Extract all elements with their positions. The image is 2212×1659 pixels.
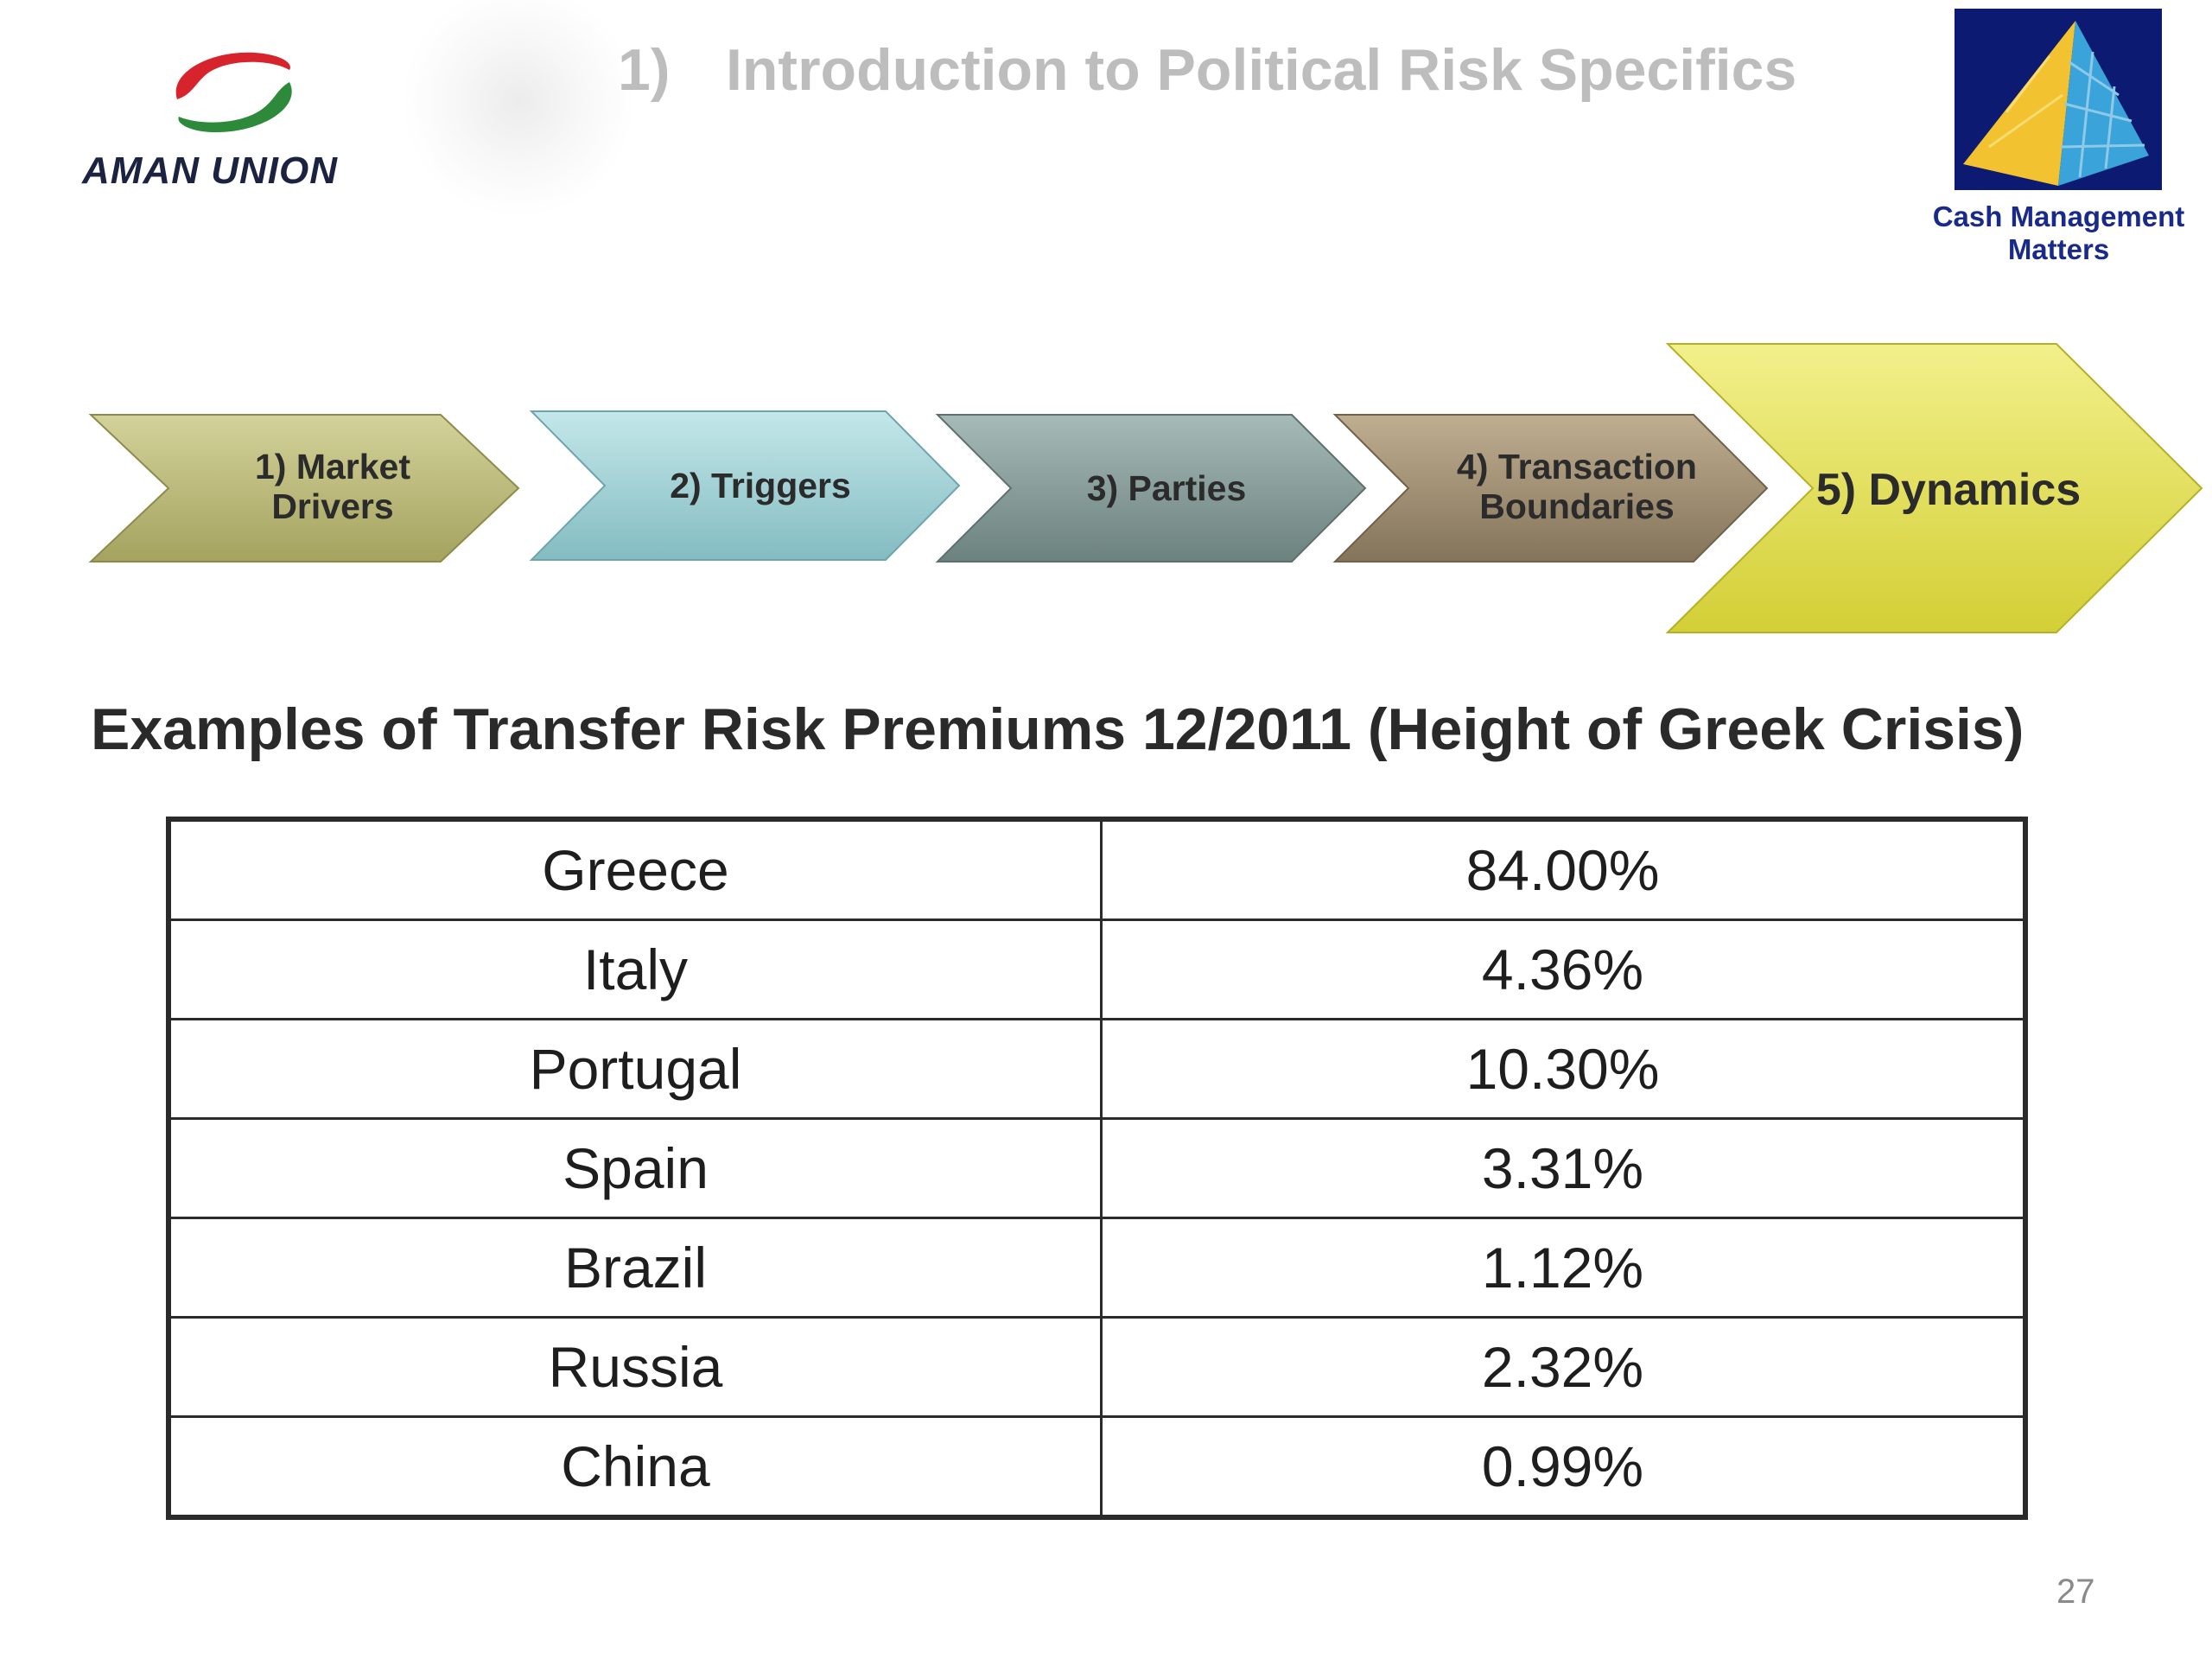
cash-management-pyramid-icon bbox=[1955, 9, 2162, 190]
slide-title-text: Introduction to Political Risk Specifics bbox=[726, 37, 1797, 103]
slide-title-number: 1) bbox=[618, 37, 671, 103]
page-number: 27 bbox=[2056, 1573, 2095, 1611]
premium-cell: 84.00% bbox=[1100, 817, 2027, 921]
table-row: Portugal 10.30% bbox=[167, 1018, 2027, 1120]
country-cell: Russia bbox=[167, 1316, 1103, 1418]
title-watermark bbox=[406, 0, 631, 225]
step-label-market-drivers: 1) Market Drivers bbox=[254, 447, 410, 526]
table-row: Italy 4.36% bbox=[167, 918, 2027, 1020]
logo-swoosh-icon bbox=[175, 52, 292, 133]
aman-union-logo: AMAN UNION bbox=[82, 39, 410, 212]
table-row: Greece 84.00% bbox=[167, 817, 2027, 921]
logo-company-name: AMAN UNION bbox=[82, 149, 338, 192]
country-cell: China bbox=[167, 1415, 1103, 1519]
slide-title: 1) Introduction to Political Risk Specifi… bbox=[618, 31, 1796, 109]
country-cell: Spain bbox=[167, 1117, 1103, 1219]
step-label-transaction-boundaries: 4) Transaction Boundaries bbox=[1457, 447, 1697, 526]
table-row: Spain 3.31% bbox=[167, 1117, 2027, 1219]
process-flow: 1) Market Drivers 2) Triggers 3) Parties… bbox=[0, 328, 2212, 648]
premium-cell: 1.12% bbox=[1100, 1217, 2027, 1319]
premium-cell: 4.36% bbox=[1100, 918, 2027, 1020]
step-chevron-transaction-boundaries bbox=[1332, 414, 1769, 563]
step-label-parties: 3) Parties bbox=[1086, 468, 1247, 508]
premium-cell: 0.99% bbox=[1100, 1415, 2027, 1519]
country-cell: Brazil bbox=[167, 1217, 1103, 1319]
table-row: Brazil 1.12% bbox=[167, 1217, 2027, 1319]
country-cell: Italy bbox=[167, 918, 1103, 1020]
table-row: Russia 2.32% bbox=[167, 1316, 2027, 1418]
step-chevron-triggers bbox=[529, 410, 961, 561]
premium-cell: 10.30% bbox=[1100, 1018, 2027, 1120]
step-chevron-dynamics bbox=[1665, 343, 2203, 633]
premium-cell: 2.32% bbox=[1100, 1316, 2027, 1418]
badge-label: Cash Management Matters bbox=[1932, 200, 2185, 265]
table-heading: Examples of Transfer Risk Premiums 12/20… bbox=[91, 696, 2024, 762]
table-row: China 0.99% bbox=[167, 1415, 2027, 1519]
premium-cell: 3.31% bbox=[1100, 1117, 2027, 1219]
step-chevron-market-drivers bbox=[88, 414, 520, 563]
country-cell: Greece bbox=[167, 817, 1103, 921]
step-label-triggers: 2) Triggers bbox=[670, 466, 851, 505]
country-cell: Portugal bbox=[167, 1018, 1103, 1120]
step-label-dynamics: 5) Dynamics bbox=[1815, 465, 2082, 515]
step-chevron-parties bbox=[935, 414, 1367, 563]
risk-premium-table: Greece 84.00% Italy 4.36% Portugal 10.30… bbox=[166, 817, 2028, 1520]
